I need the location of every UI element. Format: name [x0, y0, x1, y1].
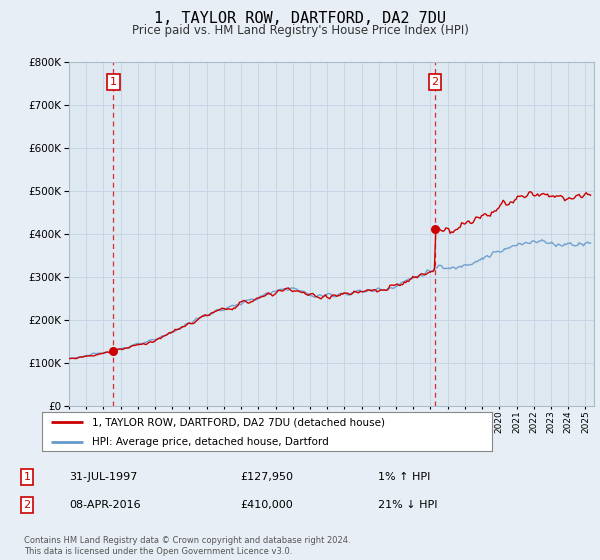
Text: 2: 2 — [431, 77, 439, 87]
Text: Contains HM Land Registry data © Crown copyright and database right 2024.
This d: Contains HM Land Registry data © Crown c… — [24, 536, 350, 556]
Text: HPI: Average price, detached house, Dartford: HPI: Average price, detached house, Dart… — [92, 437, 328, 447]
Text: 2: 2 — [23, 500, 31, 510]
Text: 31-JUL-1997: 31-JUL-1997 — [69, 472, 137, 482]
Text: 21% ↓ HPI: 21% ↓ HPI — [378, 500, 437, 510]
Text: £410,000: £410,000 — [240, 500, 293, 510]
Text: 1, TAYLOR ROW, DARTFORD, DA2 7DU (detached house): 1, TAYLOR ROW, DARTFORD, DA2 7DU (detach… — [92, 417, 385, 427]
Text: £127,950: £127,950 — [240, 472, 293, 482]
Point — [430, 225, 440, 234]
Text: 1: 1 — [23, 472, 31, 482]
Point — [109, 347, 118, 356]
Text: Price paid vs. HM Land Registry's House Price Index (HPI): Price paid vs. HM Land Registry's House … — [131, 24, 469, 37]
Text: 1, TAYLOR ROW, DARTFORD, DA2 7DU: 1, TAYLOR ROW, DARTFORD, DA2 7DU — [154, 11, 446, 26]
Text: 1% ↑ HPI: 1% ↑ HPI — [378, 472, 430, 482]
Text: 1: 1 — [110, 77, 117, 87]
Text: 08-APR-2016: 08-APR-2016 — [69, 500, 140, 510]
